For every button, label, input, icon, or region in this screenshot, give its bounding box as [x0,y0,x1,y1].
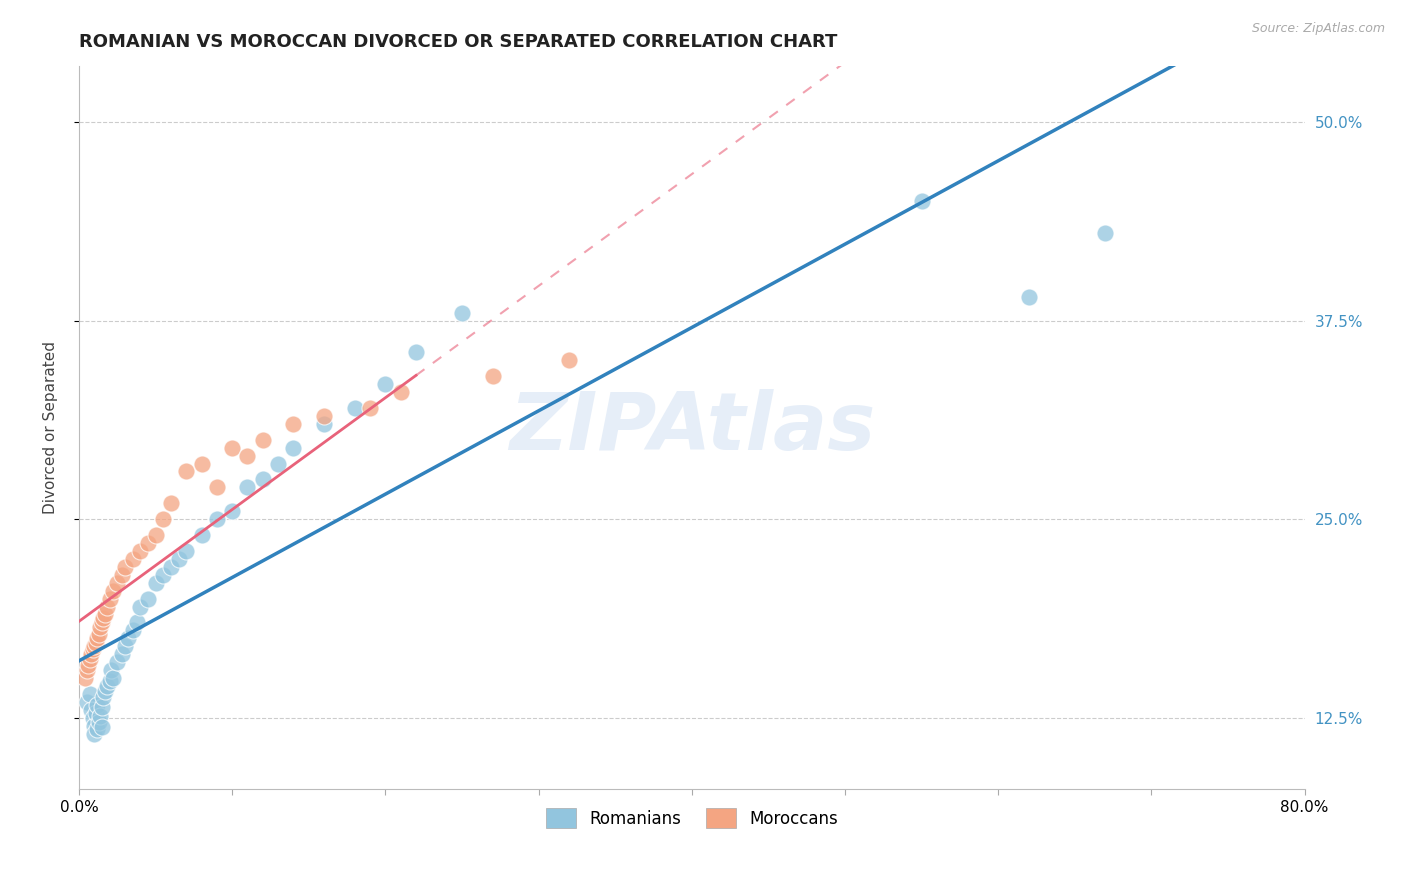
Point [76,695,98,709]
Point [252,433,274,447]
Point [96,679,118,693]
Point [1018,290,1040,304]
Legend: Romanians, Moroccans: Romanians, Moroccans [538,801,845,835]
Point [221,504,243,518]
Point [221,441,243,455]
Point [87,626,110,640]
Text: Source: ZipAtlas.com: Source: ZipAtlas.com [1251,22,1385,36]
Point [205,480,228,494]
Point [205,512,228,526]
Point [86,698,108,712]
Point [83,639,105,653]
Point [283,417,305,431]
Point [405,345,427,359]
Point [174,465,197,479]
Point [80,647,103,661]
Point [190,457,212,471]
Text: ZIPAtlas: ZIPAtlas [509,389,875,467]
Point [236,480,259,494]
Point [83,719,105,733]
Point [374,377,396,392]
Point [136,591,159,606]
Point [190,528,212,542]
Point [84,636,107,650]
Point [83,726,105,740]
Point [94,683,117,698]
Point [93,610,115,624]
Point [252,472,274,486]
Point [152,567,174,582]
Point [79,687,101,701]
Point [136,536,159,550]
Point [87,715,110,730]
Point [79,652,101,666]
Point [114,559,136,574]
Point [105,575,128,590]
Point [121,624,143,638]
Point [114,639,136,653]
Point [1094,226,1116,240]
Point [91,720,114,734]
Point [94,607,117,622]
Point [111,647,134,661]
Point [129,599,152,614]
Text: ROMANIAN VS MOROCCAN DIVORCED OR SEPARATED CORRELATION CHART: ROMANIAN VS MOROCCAN DIVORCED OR SEPARAT… [79,33,838,51]
Point [174,544,197,558]
Point [121,551,143,566]
Point [86,722,108,736]
Point [167,551,190,566]
Point [93,690,115,704]
Point [96,599,118,614]
Point [98,591,121,606]
Point [89,620,111,634]
Point [101,671,124,685]
Point [481,369,503,384]
Point [82,642,104,657]
Point [127,615,149,630]
Point [558,353,581,368]
Point [145,528,167,542]
Point [76,663,98,677]
Point [359,401,381,415]
Y-axis label: Divorced or Separated: Divorced or Separated [44,342,58,515]
Point [129,544,152,558]
Point [283,441,305,455]
Point [910,194,932,209]
Point [451,305,474,319]
Point [111,567,134,582]
Point [314,417,336,431]
Point [145,575,167,590]
Point [91,699,114,714]
Point [91,615,114,630]
Point [117,632,139,646]
Point [86,632,108,646]
Point [152,512,174,526]
Point [389,384,412,399]
Point [314,409,336,423]
Point [77,658,100,673]
Point [267,457,290,471]
Point [84,706,107,720]
Point [343,401,366,415]
Point [75,671,97,685]
Point [105,655,128,669]
Point [82,711,104,725]
Point [98,674,121,689]
Point [160,559,183,574]
Point [89,709,111,723]
Point [236,449,259,463]
Point [80,703,103,717]
Point [100,663,122,677]
Point [101,583,124,598]
Point [160,496,183,510]
